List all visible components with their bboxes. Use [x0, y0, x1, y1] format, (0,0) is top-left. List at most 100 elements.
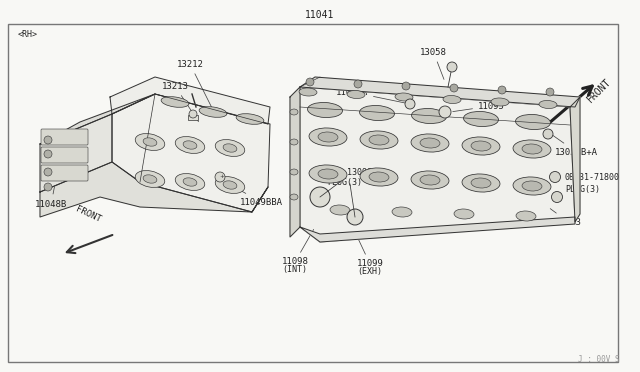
Circle shape: [405, 99, 415, 109]
Circle shape: [215, 172, 225, 182]
Ellipse shape: [175, 137, 205, 153]
Text: J : 00V S: J : 00V S: [579, 355, 620, 364]
Ellipse shape: [420, 175, 440, 185]
Ellipse shape: [522, 144, 542, 154]
Ellipse shape: [236, 114, 264, 124]
Circle shape: [552, 192, 563, 202]
Ellipse shape: [307, 102, 342, 118]
Text: FRONT: FRONT: [74, 205, 102, 224]
Ellipse shape: [309, 128, 347, 146]
Circle shape: [347, 209, 363, 225]
Text: (EXH): (EXH): [358, 267, 383, 276]
Circle shape: [44, 136, 52, 144]
Text: 11099: 11099: [356, 234, 383, 269]
Text: <RH>: <RH>: [18, 29, 38, 38]
Ellipse shape: [411, 171, 449, 189]
Polygon shape: [112, 94, 270, 212]
Ellipse shape: [454, 209, 474, 219]
Ellipse shape: [290, 169, 298, 175]
Polygon shape: [40, 162, 268, 217]
Text: 08931-71800: 08931-71800: [565, 173, 620, 182]
Ellipse shape: [462, 137, 500, 155]
Polygon shape: [290, 87, 300, 237]
Ellipse shape: [369, 172, 389, 182]
Text: +: +: [220, 173, 225, 179]
Text: 11098: 11098: [282, 230, 314, 266]
Ellipse shape: [175, 174, 205, 190]
Ellipse shape: [215, 140, 244, 156]
Text: FRONT: FRONT: [585, 76, 613, 104]
Text: 13273: 13273: [550, 209, 582, 227]
Text: 13213: 13213: [161, 81, 198, 122]
Text: 11049BBA: 11049BBA: [227, 183, 283, 206]
Text: 13212: 13212: [177, 60, 214, 112]
Ellipse shape: [513, 140, 551, 158]
Ellipse shape: [462, 174, 500, 192]
Ellipse shape: [515, 115, 550, 129]
Circle shape: [447, 62, 457, 72]
Ellipse shape: [330, 205, 350, 215]
Ellipse shape: [392, 207, 412, 217]
Circle shape: [543, 129, 553, 139]
Ellipse shape: [135, 134, 164, 150]
Ellipse shape: [318, 169, 338, 179]
Text: 00933-13090: 00933-13090: [317, 167, 372, 176]
Ellipse shape: [491, 98, 509, 106]
Ellipse shape: [443, 96, 461, 103]
Circle shape: [44, 150, 52, 158]
Circle shape: [439, 106, 451, 118]
Polygon shape: [40, 114, 112, 192]
Ellipse shape: [318, 132, 338, 142]
FancyBboxPatch shape: [41, 165, 88, 181]
Ellipse shape: [223, 181, 237, 189]
Ellipse shape: [539, 100, 557, 109]
Ellipse shape: [199, 107, 227, 117]
Circle shape: [310, 187, 330, 207]
FancyBboxPatch shape: [41, 147, 88, 163]
Ellipse shape: [360, 105, 394, 121]
Ellipse shape: [369, 135, 389, 145]
Ellipse shape: [463, 112, 499, 126]
Circle shape: [306, 78, 314, 86]
Text: 11041: 11041: [305, 10, 335, 20]
Text: (INT): (INT): [282, 265, 307, 274]
Ellipse shape: [395, 93, 413, 101]
Ellipse shape: [299, 88, 317, 96]
Ellipse shape: [522, 181, 542, 191]
Ellipse shape: [161, 97, 189, 107]
Ellipse shape: [309, 165, 347, 183]
Circle shape: [189, 110, 197, 118]
Ellipse shape: [290, 139, 298, 145]
Ellipse shape: [420, 138, 440, 148]
Text: 11095: 11095: [452, 102, 505, 112]
FancyBboxPatch shape: [41, 129, 88, 145]
Polygon shape: [40, 94, 155, 144]
Circle shape: [44, 183, 52, 191]
Ellipse shape: [215, 177, 244, 193]
Circle shape: [44, 168, 52, 176]
Circle shape: [354, 80, 362, 88]
Ellipse shape: [183, 141, 197, 149]
Circle shape: [546, 88, 554, 96]
Ellipse shape: [412, 109, 447, 124]
Ellipse shape: [223, 144, 237, 152]
Polygon shape: [300, 77, 580, 107]
Ellipse shape: [143, 175, 157, 183]
Text: 11024A: 11024A: [336, 87, 407, 103]
Ellipse shape: [290, 194, 298, 200]
Bar: [188, 115, 198, 120]
Ellipse shape: [360, 131, 398, 149]
Circle shape: [450, 84, 458, 92]
Text: 11048B: 11048B: [35, 187, 67, 208]
Text: 13058B+A: 13058B+A: [550, 134, 598, 157]
Ellipse shape: [347, 90, 365, 99]
Ellipse shape: [360, 168, 398, 186]
Text: PLUG(3): PLUG(3): [565, 185, 600, 193]
Ellipse shape: [516, 211, 536, 221]
Polygon shape: [570, 97, 580, 222]
Ellipse shape: [471, 141, 491, 151]
Polygon shape: [300, 87, 575, 242]
Ellipse shape: [411, 134, 449, 152]
Text: PLUG(3): PLUG(3): [328, 177, 362, 186]
Ellipse shape: [135, 171, 164, 187]
